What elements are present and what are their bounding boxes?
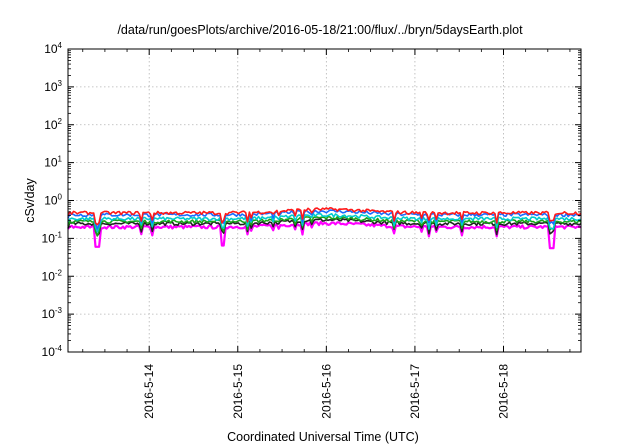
- y-tick-label: 100: [44, 193, 62, 208]
- y-axis-label: cSv/day: [23, 178, 37, 223]
- y-tick-label: 10-1: [42, 230, 63, 245]
- x-axis-label: Coordinated Universal Time (UTC): [227, 430, 419, 444]
- y-tick-label: 10-3: [42, 306, 63, 321]
- x-tick-label: 2016-5-18: [496, 364, 510, 419]
- x-tick-label: 2016-5-14: [142, 364, 156, 419]
- series-line-red: [67, 207, 582, 226]
- y-tick-labels: 10-4 10-3 10-2 10-1 100 101 102 103 104: [42, 41, 63, 359]
- x-tick-label: 2016-5-15: [231, 364, 245, 419]
- x-tick-label: 2016-5-17: [408, 364, 422, 419]
- x-tick-label: 2016-5-16: [319, 364, 333, 419]
- grid: [68, 49, 581, 352]
- y-tick-label: 10-4: [42, 344, 63, 359]
- y-tick-label: 101: [44, 155, 62, 170]
- y-tick-label: 103: [44, 79, 62, 94]
- series-group: [67, 207, 582, 250]
- x-tick-labels: 2016-5-14 2016-5-15 2016-5-16 2016-5-17 2016…: [142, 364, 510, 419]
- chart-title: /data/run/goesPlots/archive/2016-05-18/2…: [117, 23, 523, 37]
- y-tick-label: 10-2: [42, 268, 63, 283]
- y-tick-label: 102: [44, 117, 62, 132]
- tick-marks: [68, 48, 581, 353]
- y-tick-label: 104: [44, 41, 62, 56]
